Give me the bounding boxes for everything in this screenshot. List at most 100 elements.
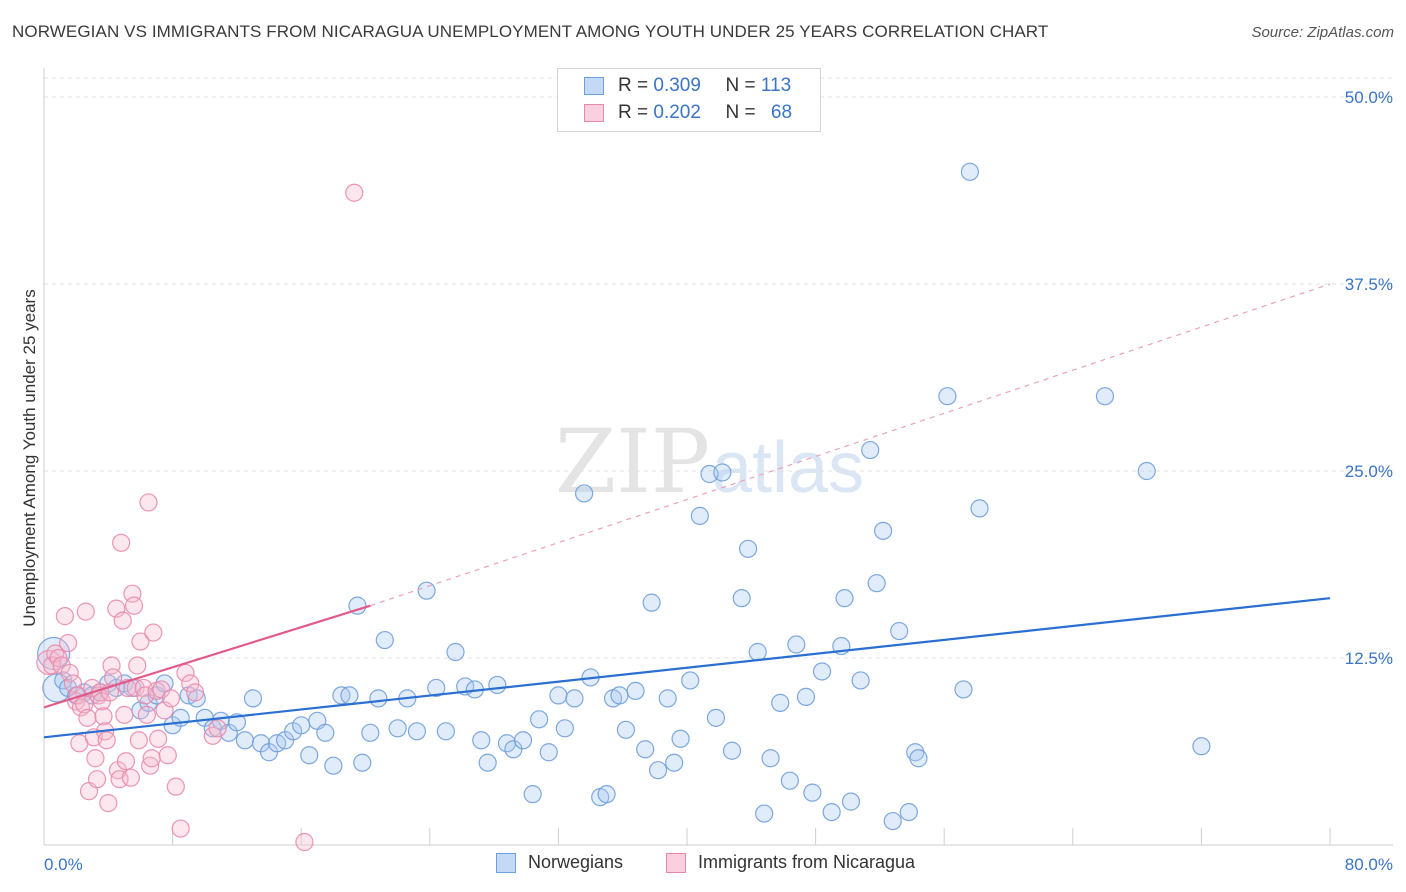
data-point-norwegians — [446, 642, 465, 662]
data-point-nicaragua — [76, 602, 95, 621]
legend-swatch-blue — [496, 853, 516, 873]
data-point-norwegians — [883, 811, 902, 831]
data-point-nicaragua — [149, 729, 168, 748]
data-point-norwegians — [235, 731, 255, 750]
data-point-norwegians — [555, 719, 574, 738]
y-tick-label: 25.0% — [1345, 462, 1393, 481]
data-point-norwegians — [822, 802, 841, 822]
data-point-norwegians — [706, 708, 726, 727]
data-point-nicaragua — [166, 777, 185, 796]
data-point-norwegians — [549, 686, 568, 705]
data-point-nicaragua — [36, 649, 62, 676]
data-point-norwegians — [938, 387, 957, 406]
data-point-norwegians — [597, 785, 616, 804]
data-point-norwegians — [722, 741, 742, 760]
data-point-nicaragua — [129, 731, 148, 750]
data-point-norwegians — [812, 662, 832, 681]
zipatlas-watermark: ZIP atlas — [555, 410, 864, 513]
data-point-norwegians — [626, 681, 645, 701]
data-point-nicaragua — [78, 708, 97, 727]
data-point-norwegians — [427, 678, 446, 698]
data-point-norwegians — [738, 539, 758, 558]
data-point-norwegians — [478, 753, 497, 772]
tick-labels: 12.5% 25.0% 37.5% 50.0% 0.0% 80.0% — [44, 88, 1393, 874]
data-point-norwegians — [841, 792, 861, 811]
data-point-nicaragua — [87, 770, 107, 789]
data-point-nicaragua — [161, 689, 181, 708]
data-point-nicaragua — [186, 683, 205, 702]
data-point-norwegians — [227, 713, 246, 732]
data-point-norwegians — [648, 761, 668, 780]
data-point-nicaragua — [158, 746, 177, 765]
y-tick-label: 37.5% — [1345, 275, 1393, 294]
data-point-nicaragua — [140, 756, 160, 775]
data-point-nicaragua — [113, 611, 132, 630]
watermark-atlas: atlas — [712, 428, 864, 508]
data-point-nicaragua — [131, 632, 150, 651]
data-point-nicaragua — [136, 686, 155, 705]
data-point-norwegians — [375, 630, 394, 650]
data-point-nicaragua — [208, 719, 227, 738]
legend-n-label: N = — [725, 75, 756, 96]
data-point-norwegians — [909, 749, 928, 768]
data-point-norwegians — [1137, 461, 1156, 481]
data-point-norwegians — [713, 463, 732, 482]
data-point-norwegians — [1095, 387, 1115, 406]
source-credit: Source: ZipAtlas.com — [1251, 24, 1394, 41]
data-point-norwegians — [539, 743, 558, 762]
data-point-norwegians — [761, 749, 780, 768]
data-point-norwegians — [796, 687, 816, 706]
legend-n-value: 113 — [760, 75, 792, 96]
data-point-norwegians — [748, 642, 767, 662]
data-point-norwegians — [361, 723, 380, 742]
data-point-norwegians — [1192, 737, 1211, 756]
data-point-norwegians — [187, 689, 206, 708]
data-point-nicaragua — [139, 493, 158, 512]
data-point-norwegians — [513, 731, 533, 750]
data-point-norwegians — [436, 722, 455, 741]
data-point-nicaragua — [121, 768, 140, 787]
data-point-norwegians — [899, 802, 918, 822]
data-point-norwegians — [565, 689, 584, 708]
data-point-norwegians — [636, 740, 655, 759]
data-point-norwegians — [960, 162, 980, 181]
legend-swatch-pink — [666, 853, 686, 873]
data-point-nicaragua — [63, 674, 83, 693]
data-point-nicaragua — [181, 674, 200, 693]
nicaragua-points — [36, 183, 364, 852]
data-point-nicaragua — [115, 705, 134, 724]
data-point-norwegians — [417, 581, 436, 600]
watermark-zip: ZIP — [555, 410, 710, 513]
data-point-norwegians — [851, 671, 870, 690]
data-point-nicaragua — [142, 749, 161, 768]
data-point-norwegians — [755, 804, 774, 823]
data-point-norwegians — [642, 593, 661, 612]
norwegians-points — [37, 162, 1211, 831]
grid-lines — [44, 77, 1393, 659]
legend-n-value: 68 — [770, 102, 793, 123]
data-point-nicaragua — [112, 533, 131, 552]
data-point-nicaragua — [137, 705, 156, 724]
data-point-norwegians — [732, 589, 751, 608]
data-point-nicaragua — [99, 794, 118, 813]
trend-line-nicaragua-extrapolated — [370, 283, 1331, 607]
legend-swatch-pink — [584, 104, 604, 122]
correlation-legend: R = 0.309 N = 113 R = 0.202 N = 68 — [557, 68, 821, 132]
trend-lines — [43, 283, 1331, 739]
data-point-norwegians — [316, 723, 335, 742]
legend-swatch-blue — [584, 77, 604, 95]
data-point-norwegians — [340, 686, 359, 705]
data-point-norwegians — [243, 689, 263, 708]
data-point-norwegians — [874, 521, 893, 540]
data-point-nicaragua — [71, 698, 91, 717]
data-point-nicaragua — [116, 752, 136, 771]
legend-r-value: 0.202 — [653, 102, 701, 123]
data-point-norwegians — [861, 440, 880, 460]
y-tick-label: 50.0% — [1345, 88, 1393, 107]
data-point-norwegians — [671, 729, 690, 748]
data-point-nicaragua — [94, 707, 113, 726]
data-point-norwegians — [324, 756, 343, 775]
data-point-norwegians — [890, 621, 909, 641]
data-point-norwegians — [970, 499, 989, 518]
data-point-norwegians — [530, 710, 549, 729]
